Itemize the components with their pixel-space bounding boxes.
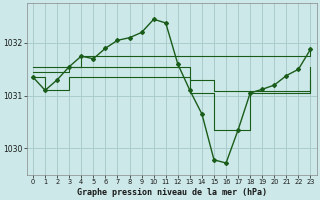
X-axis label: Graphe pression niveau de la mer (hPa): Graphe pression niveau de la mer (hPa) (77, 188, 267, 197)
